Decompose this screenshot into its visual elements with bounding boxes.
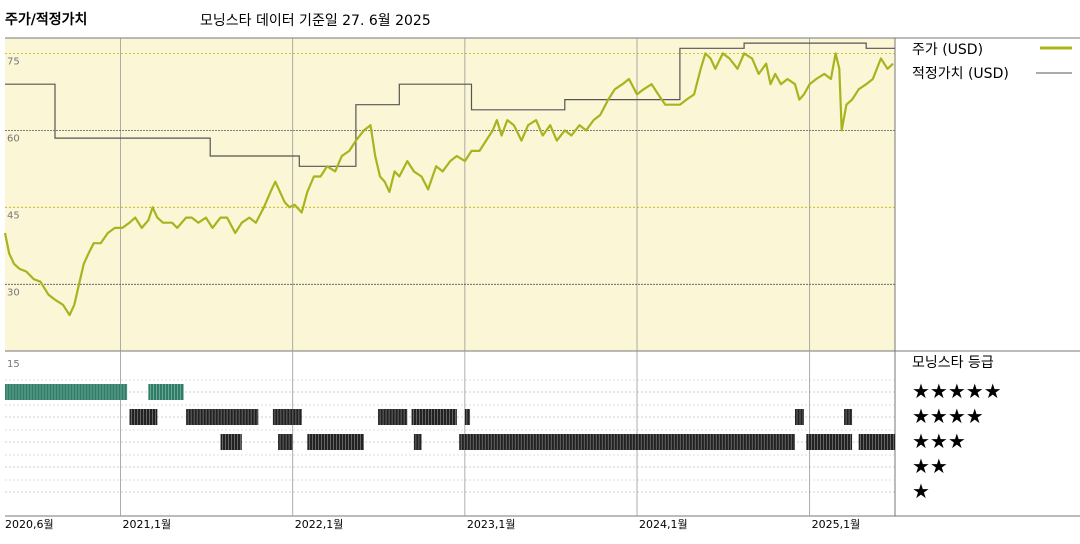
price-panel-background <box>5 38 895 351</box>
rating-segment-3-star <box>459 434 796 450</box>
x-tick-label: 2025,1월 <box>812 518 861 531</box>
x-tick-label: 2023,1월 <box>467 518 516 531</box>
rating-segment-4-star <box>411 409 457 425</box>
rating-segment-3-star <box>307 434 364 450</box>
y-tick-label: 30 <box>7 287 20 298</box>
legend-stars-4: ★★★★ <box>912 404 984 428</box>
line-layer <box>3 42 895 317</box>
x-tick-label: 2021,1월 <box>123 518 172 531</box>
x-tick-label: 2024,1월 <box>639 518 688 531</box>
rating-segment-4-star <box>378 409 408 425</box>
legend-stars-3: ★★★ <box>912 429 966 453</box>
rating-segment-4-star <box>464 409 471 425</box>
legend-fair-value-label: 적정가치 (USD) <box>912 66 1009 82</box>
rating-segment-5-star <box>148 384 184 400</box>
rating-tick-label: 15 <box>7 359 20 370</box>
legend-rating-title: 모닝스타 등급 <box>912 355 994 371</box>
legend-stars-1: ★ <box>912 479 930 503</box>
rating-segment-4-star <box>795 409 804 425</box>
legend-stars-5: ★★★★★ <box>912 379 1002 403</box>
rating-segment-5-star <box>5 384 128 400</box>
chart-subtitle: 모닝스타 데이터 기준일 27. 6월 2025 <box>200 13 431 29</box>
y-tick-label: 75 <box>7 56 20 67</box>
y-tick-label: 45 <box>7 210 20 221</box>
y-tick-label: 60 <box>7 133 20 144</box>
rating-segment-4-star <box>186 409 259 425</box>
x-tick-label: 2020,6월 <box>5 518 54 531</box>
legend-price-label: 주가 (USD) <box>912 42 983 58</box>
rating-segment-3-star <box>858 434 895 450</box>
legend-stars-2: ★★ <box>912 454 948 478</box>
rating-segment-3-star <box>220 434 242 450</box>
rating-segment-4-star <box>272 409 302 425</box>
fair-value-line <box>5 42 895 167</box>
price-line <box>3 52 894 317</box>
chart-left-title: 주가/적정가치 <box>5 11 87 28</box>
rating-segment-3-star <box>413 434 422 450</box>
rating-layer <box>5 384 895 450</box>
rating-segment-4-star <box>844 409 853 425</box>
label-layer: 75 60 45 30 2020,6월 2021,1월 2022,1월 2023,1월 2024… <box>5 56 860 531</box>
x-tick-label: 2022,1월 <box>295 518 344 531</box>
